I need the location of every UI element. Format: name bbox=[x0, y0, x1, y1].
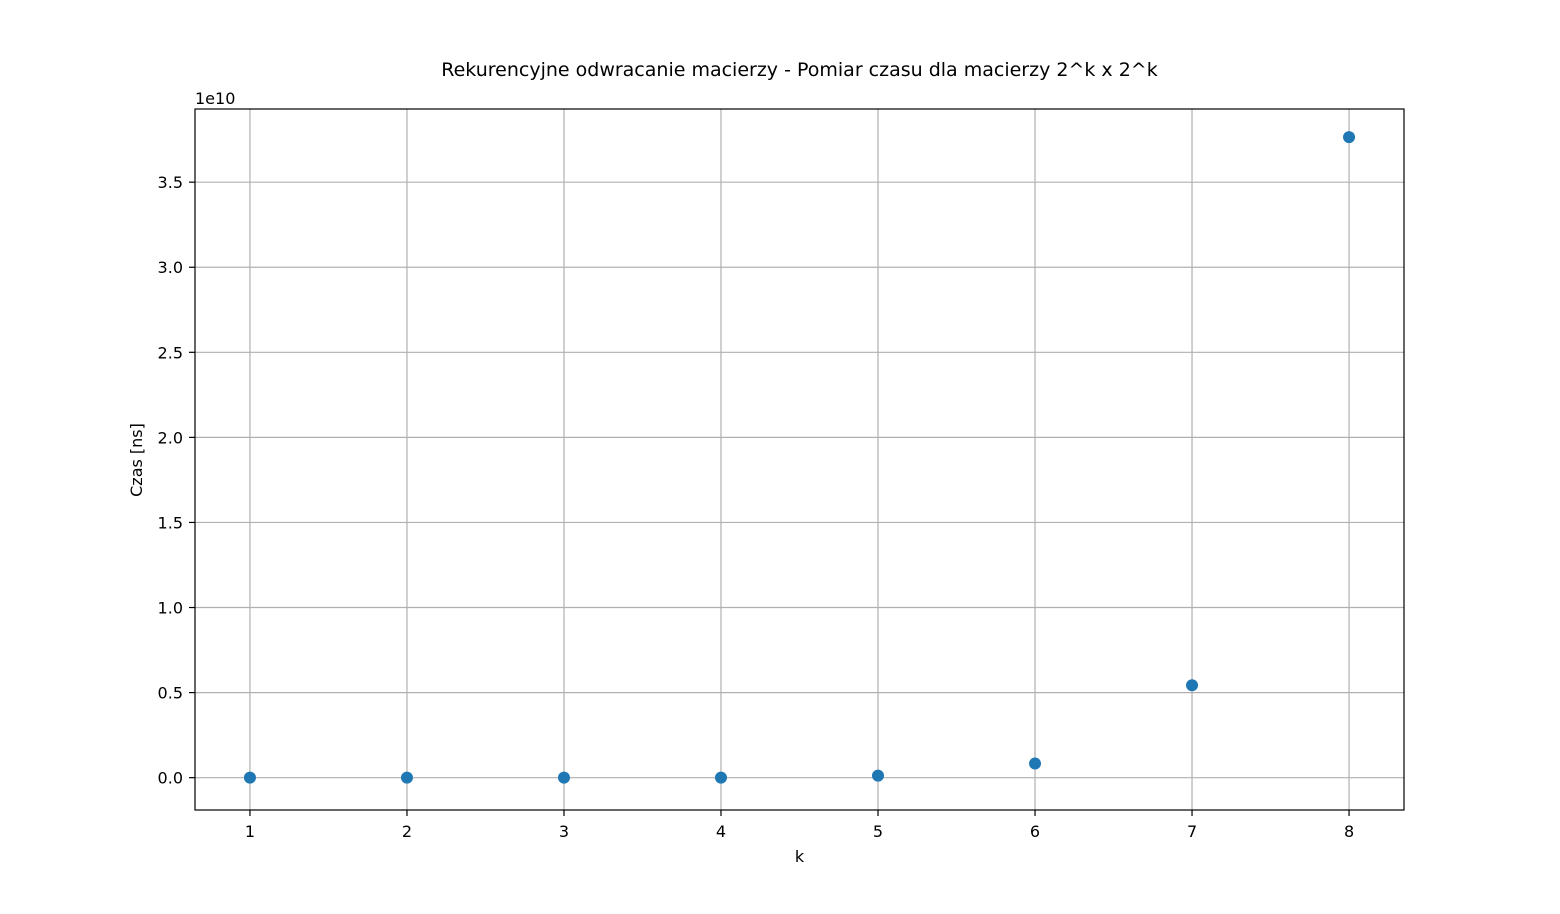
x-tick-label: 2 bbox=[402, 822, 412, 841]
x-tick-label: 1 bbox=[245, 822, 255, 841]
data-point bbox=[557, 771, 570, 784]
y-offset-label: 1e10 bbox=[195, 89, 235, 108]
data-point bbox=[243, 771, 256, 784]
y-tick-label: 2.0 bbox=[158, 428, 183, 447]
y-tick-label: 0.0 bbox=[158, 769, 183, 788]
data-point bbox=[400, 771, 413, 784]
y-tick-label: 0.5 bbox=[158, 684, 183, 703]
data-point bbox=[714, 771, 727, 784]
y-tick-label: 3.0 bbox=[158, 258, 183, 277]
x-tick-label: 6 bbox=[1030, 822, 1040, 841]
y-tick-label: 1.5 bbox=[158, 513, 183, 532]
chart-title: Rekurencyjne odwracanie macierzy - Pomia… bbox=[441, 59, 1157, 81]
x-tick-label: 7 bbox=[1187, 822, 1197, 841]
x-axis-label: k bbox=[795, 847, 805, 866]
x-tick-label: 4 bbox=[716, 822, 726, 841]
data-points bbox=[243, 131, 1356, 784]
y-tick-label: 3.5 bbox=[158, 173, 183, 192]
data-point bbox=[1343, 131, 1356, 144]
data-point bbox=[1186, 679, 1199, 692]
ticks-layer: 1 2 3 4 5 6 7 8 0.0 0.5 1.0 1.5 2.0 2.5 3.0 3.5 bbox=[158, 173, 1355, 841]
grid-layer bbox=[195, 109, 1404, 810]
x-tick-label: 8 bbox=[1344, 822, 1354, 841]
x-tick-label: 5 bbox=[873, 822, 883, 841]
x-tick-label: 3 bbox=[559, 822, 569, 841]
data-point bbox=[872, 769, 885, 782]
y-tick-label: 2.5 bbox=[158, 343, 183, 362]
y-tick-label: 1.0 bbox=[158, 599, 183, 618]
y-axis-label: Czas [ns] bbox=[127, 423, 146, 497]
data-point bbox=[1029, 757, 1042, 770]
plot-frame bbox=[194, 108, 1405, 811]
